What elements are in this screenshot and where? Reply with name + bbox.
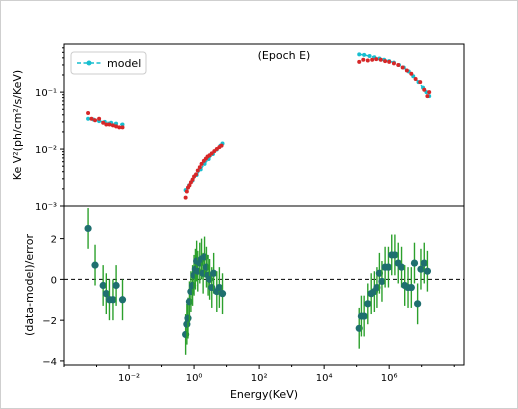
residual-point — [364, 300, 372, 308]
residual-point — [84, 224, 92, 233]
x-axis-label: Energy(KeV) — [230, 388, 298, 401]
residual-point — [410, 259, 419, 267]
residual-point — [218, 290, 227, 298]
legend: model — [70, 51, 147, 75]
model-point — [114, 121, 119, 126]
data-point — [209, 151, 214, 156]
data-point — [418, 80, 423, 85]
data-point — [199, 161, 204, 166]
residual-point — [99, 281, 107, 290]
residual-point — [423, 267, 432, 275]
data-point — [391, 61, 396, 66]
model-line-segment — [359, 53, 430, 97]
data-point — [117, 125, 122, 130]
x-tick-label: 10⁻² — [118, 373, 140, 384]
model-point — [86, 116, 91, 121]
residual-series — [84, 208, 432, 355]
residual-point — [378, 277, 386, 286]
model-point — [362, 52, 367, 57]
data-point — [86, 110, 91, 115]
top-y-axis: 10⁻³ 10⁻² 10⁻¹ — [35, 47, 64, 213]
data-point — [101, 120, 106, 125]
residual-point — [391, 251, 399, 259]
x-tick-label: 10⁶ — [381, 373, 398, 384]
bottom-y-tick-label: −2 — [42, 316, 57, 327]
model-point — [367, 54, 372, 59]
x-tick-label: 10² — [251, 373, 268, 384]
data-point — [365, 58, 370, 63]
top-y-tick-label: 10⁻¹ — [35, 88, 57, 99]
data-point — [97, 116, 102, 121]
x-tick-label: 10⁴ — [316, 373, 333, 384]
data-point — [422, 87, 427, 92]
x-tick-label: 10⁰ — [186, 373, 203, 384]
data-point — [93, 118, 98, 123]
data-point — [374, 57, 379, 62]
residual-point — [414, 300, 422, 308]
residual-point — [407, 283, 415, 292]
data-point — [361, 57, 366, 62]
data-point — [104, 122, 109, 127]
data-point — [370, 57, 375, 62]
bottom-y-tick-label: 2 — [51, 235, 57, 246]
data-point — [409, 71, 414, 76]
bottom-plot-frame — [63, 205, 465, 366]
bottom-y-axis: −4 −2 0 2 — [42, 235, 64, 368]
top-y-tick-label: 10⁻³ — [35, 202, 57, 213]
data-point — [197, 165, 202, 170]
data-point — [190, 177, 195, 182]
data-point — [195, 168, 200, 173]
top-y-axis-label: Ke V²(ph/cm²/s/KeV) — [11, 70, 24, 180]
data-point — [387, 59, 392, 64]
legend-model-marker — [86, 60, 92, 66]
data-point — [383, 59, 388, 64]
data-point — [110, 123, 115, 128]
residual-point — [384, 263, 393, 271]
chart-title: (Epoch E) — [258, 49, 311, 62]
data-point — [404, 68, 409, 73]
residual-point — [360, 312, 368, 320]
data-point — [187, 183, 192, 188]
data-series — [86, 57, 432, 200]
data-point — [378, 57, 383, 62]
residual-point — [102, 290, 110, 298]
x-axis: 10⁻² 10⁰ 10² 10⁴ 10⁶ — [63, 365, 455, 384]
bottom-y-tick-label: 0 — [51, 275, 57, 286]
data-point — [396, 62, 401, 67]
data-point — [427, 90, 432, 95]
legend-model-label: model — [107, 57, 141, 70]
data-point — [107, 122, 112, 127]
residual-point — [397, 263, 406, 271]
bottom-y-axis-label: (data-model)/error — [23, 234, 36, 336]
bottom-y-tick-label: −4 — [42, 357, 57, 368]
legend-box — [70, 51, 147, 75]
data-point — [194, 172, 199, 177]
data-point — [184, 189, 189, 194]
top-y-tick-label: 10⁻² — [35, 145, 57, 156]
residual-point — [91, 261, 99, 269]
residual-point — [118, 296, 127, 304]
residual-point — [184, 314, 192, 322]
model-point — [120, 122, 125, 127]
residual-point — [375, 269, 383, 277]
data-point — [357, 59, 362, 64]
model-point — [357, 52, 362, 57]
data-point — [400, 65, 405, 70]
data-point — [89, 116, 94, 121]
residual-point — [109, 296, 117, 304]
residual-point — [420, 259, 428, 267]
data-point — [425, 94, 430, 99]
data-point — [413, 76, 418, 81]
data-point — [183, 195, 188, 200]
data-point — [114, 124, 119, 129]
residual-point — [210, 269, 218, 277]
residual-point — [417, 265, 425, 273]
data-point — [219, 143, 224, 148]
residual-point — [215, 283, 223, 292]
residual-point — [112, 281, 120, 290]
data-point — [120, 125, 125, 130]
